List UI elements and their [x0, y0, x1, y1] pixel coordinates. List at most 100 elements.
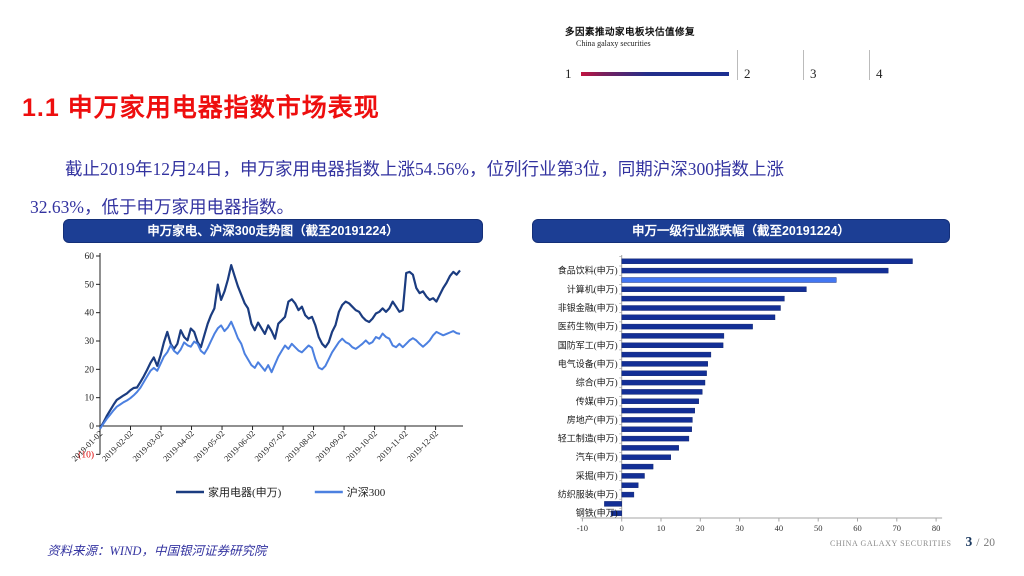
bar-row-8 [621, 323, 753, 330]
x-tick-label: 60 [853, 523, 862, 533]
body-line-2: 32.63%，低于申万家用电器指数。 [30, 197, 294, 217]
section-number-4: 4 [876, 66, 883, 81]
bar-row-23 [621, 463, 654, 470]
bar-row-16 [621, 398, 699, 405]
x-tick-label: 2019-05-02 [191, 428, 226, 463]
bar-row-2 [621, 267, 889, 274]
section-number-3: 3 [810, 66, 817, 81]
bar-row-27 [604, 501, 622, 507]
bar-label: 汽车(申万) [576, 451, 618, 462]
bar-row-1 [621, 258, 913, 265]
bar-row-21 [621, 445, 679, 451]
y-tick-label: 60 [85, 252, 95, 262]
bar-row-11 [621, 351, 712, 358]
bar-chart-header: 申万一级行业涨跌幅（截至20191224） [532, 219, 950, 243]
line-chart-svg: 6050403020100(10)2019-01-022019-02-02201… [69, 252, 463, 499]
bar-label: 钢铁(申万) [576, 507, 618, 518]
bar-row-25 [621, 482, 639, 488]
line-chart-panel: 申万家电、沪深300走势图（截至20191224） 60 50 40 30 20 10 0 (… [63, 219, 483, 513]
bar-row-6 [621, 305, 781, 311]
bar-row-19 [621, 426, 692, 432]
page-separator: / [976, 537, 980, 549]
footer-brand: CHINA GALAXY SECURITIES [830, 539, 952, 548]
bar-row-28 [610, 510, 622, 516]
x-tick-label: -10 [577, 523, 588, 533]
deck-section-3: 3 [803, 50, 869, 80]
x-tick-label: 2019-08-02 [283, 428, 318, 463]
bar-row-24 [621, 473, 645, 479]
y-tick-label: 40 [85, 309, 95, 319]
x-tick-label: 2019-06-02 [222, 428, 257, 463]
bar-label: 传媒(申万) [576, 395, 618, 406]
page-indicator: 3 / 20 [966, 533, 995, 551]
bar-row-7 [621, 314, 776, 321]
bar-label: 医药生物(申万) [558, 321, 618, 332]
bar-row-17 [621, 407, 695, 414]
y-tick-label: 10 [85, 394, 95, 404]
bar-row-22 [621, 454, 671, 460]
bar-chart-panel: 申万一级行业涨跌幅（截至20191224） -10 0 10 20 30 40 50 60 70… [532, 219, 950, 551]
y-tick-label: 0 [89, 422, 94, 432]
bar-label: 电气设备(申万) [558, 358, 618, 369]
x-tick-label: 10 [657, 523, 666, 533]
bar-label: 综合(申万) [576, 377, 618, 388]
deck-title: 多因素推动家电板块估值修复 [565, 27, 696, 38]
bar-row-18 [621, 417, 693, 423]
x-tick-label: 2019-09-02 [313, 428, 348, 463]
y-tick-label: (10) [78, 449, 94, 460]
deck-section-nav: 1 2 3 4 [565, 50, 937, 80]
bar-label: 轻工制造(申万) [558, 433, 618, 444]
x-tick-label: 2019-02-02 [100, 428, 135, 463]
x-tick-label: 2019-11-02 [375, 428, 410, 463]
bar-label: 纺织服装(申万) [558, 489, 618, 500]
x-tick-label: 20 [696, 523, 705, 533]
body-paragraph: 截止2019年12月24日，申万家用电器指数上涨54.56%，位列行业第3位，同… [30, 150, 910, 226]
bar-label: 房地产(申万) [567, 414, 618, 425]
bar-chart-svg: -10 0 10 20 30 40 50 60 70 80 食品饮料(申万) 计算机(申万) 非银金融(… [558, 255, 943, 533]
x-tick-label: 2019-10-02 [344, 428, 379, 463]
deck-subtitle: China galaxy securities [576, 39, 651, 48]
x-tick-label: 2019-07-02 [252, 428, 287, 463]
x-tick-label: 50 [814, 523, 823, 533]
footer-source: 资料来源：WIND，中国银河证券研究院 [47, 544, 267, 558]
bar-row-9 [621, 333, 725, 339]
section-number-1: 1 [565, 66, 572, 81]
footer-right: CHINA GALAXY SECURITIES 3 / 20 [830, 533, 995, 551]
body-line-1: 截止2019年12月24日，申万家用电器指数上涨54.56%，位列行业第3位，同… [65, 159, 784, 179]
bar-row-14 [621, 379, 706, 386]
line-chart: 60 50 40 30 20 10 0 (10) 2019-01-02 2019-02-02 201… [63, 246, 483, 513]
page-total: 20 [983, 537, 995, 549]
bar-label: 计算机(申万) [567, 283, 618, 294]
x-tick-label: 40 [775, 523, 784, 533]
series-line-0 [99, 264, 461, 429]
bar-row-15 [621, 389, 703, 395]
x-tick-label: 0 [620, 523, 624, 533]
deck-section-4: 4 [869, 50, 935, 80]
deck-section-1: 1 [565, 67, 737, 80]
bar-row-4 [621, 286, 807, 292]
bar-label: 非银金融(申万) [558, 302, 618, 313]
series-line-1 [99, 320, 461, 430]
bar-row-13 [621, 370, 707, 377]
deck-header: 多因素推动家电板块估值修复 China galaxy securities 1 … [565, 24, 937, 80]
bar-label: 食品饮料(申万) [558, 265, 618, 276]
x-tick-label: 80 [932, 523, 941, 533]
page-title: 1.1 申万家用电器指数市场表现 [22, 94, 380, 122]
x-tick-label: 2019-12-02 [405, 428, 440, 463]
bar-chart: -10 0 10 20 30 40 50 60 70 80 食品饮料(申万) 计算机(申万) 非银金融(… [532, 246, 950, 551]
bar-row-3 [621, 277, 837, 283]
legend-label-1: 沪深300 [347, 485, 386, 499]
bar-row-5 [621, 295, 785, 302]
y-tick-label: 20 [85, 365, 95, 375]
bar-label: 采掘(申万) [576, 470, 618, 481]
bar-row-12 [621, 361, 708, 367]
x-tick-label: 2019-04-02 [161, 428, 196, 463]
legend-label-0: 家用电器(申万) [208, 485, 282, 499]
x-tick-label: 30 [735, 523, 744, 533]
bar-row-10 [621, 342, 724, 349]
y-tick-label: 30 [85, 337, 95, 347]
section-number-2: 2 [744, 66, 751, 81]
y-tick-label: 50 [85, 280, 95, 290]
bar-row-20 [621, 435, 690, 442]
